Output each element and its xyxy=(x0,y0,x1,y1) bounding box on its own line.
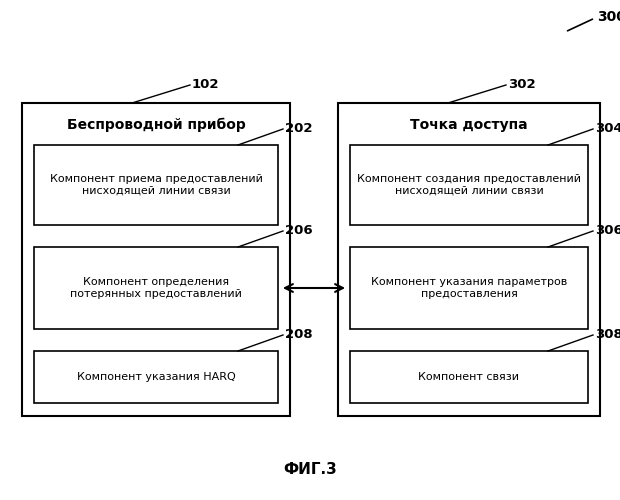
Bar xyxy=(34,145,278,225)
Text: 308: 308 xyxy=(595,328,620,342)
Text: 202: 202 xyxy=(285,122,312,136)
Text: Компонент создания предоставлений
нисходящей линии связи: Компонент создания предоставлений нисход… xyxy=(357,174,581,196)
Text: Точка доступа: Точка доступа xyxy=(410,118,528,132)
Bar xyxy=(350,351,588,403)
Text: 300: 300 xyxy=(597,10,620,24)
Text: Беспроводной прибор: Беспроводной прибор xyxy=(66,118,246,132)
Bar xyxy=(34,247,278,329)
Bar xyxy=(350,145,588,225)
Text: Компонент определения
потерянных предоставлений: Компонент определения потерянных предост… xyxy=(70,277,242,299)
Text: Компонент связи: Компонент связи xyxy=(418,372,520,382)
Text: 102: 102 xyxy=(192,78,219,92)
Text: 302: 302 xyxy=(508,78,536,92)
Bar xyxy=(338,103,600,416)
Bar xyxy=(350,247,588,329)
Text: ФИГ.3: ФИГ.3 xyxy=(283,462,337,477)
Text: 304: 304 xyxy=(595,122,620,136)
Bar xyxy=(34,351,278,403)
Text: Компонент приема предоставлений
нисходящей линии связи: Компонент приема предоставлений нисходящ… xyxy=(50,174,262,196)
Text: Компонент указания параметров
предоставления: Компонент указания параметров предоставл… xyxy=(371,277,567,299)
Bar xyxy=(22,103,290,416)
Text: 306: 306 xyxy=(595,224,620,237)
Text: 206: 206 xyxy=(285,224,312,237)
Text: Компонент указания HARQ: Компонент указания HARQ xyxy=(77,372,236,382)
Text: 208: 208 xyxy=(285,328,312,342)
